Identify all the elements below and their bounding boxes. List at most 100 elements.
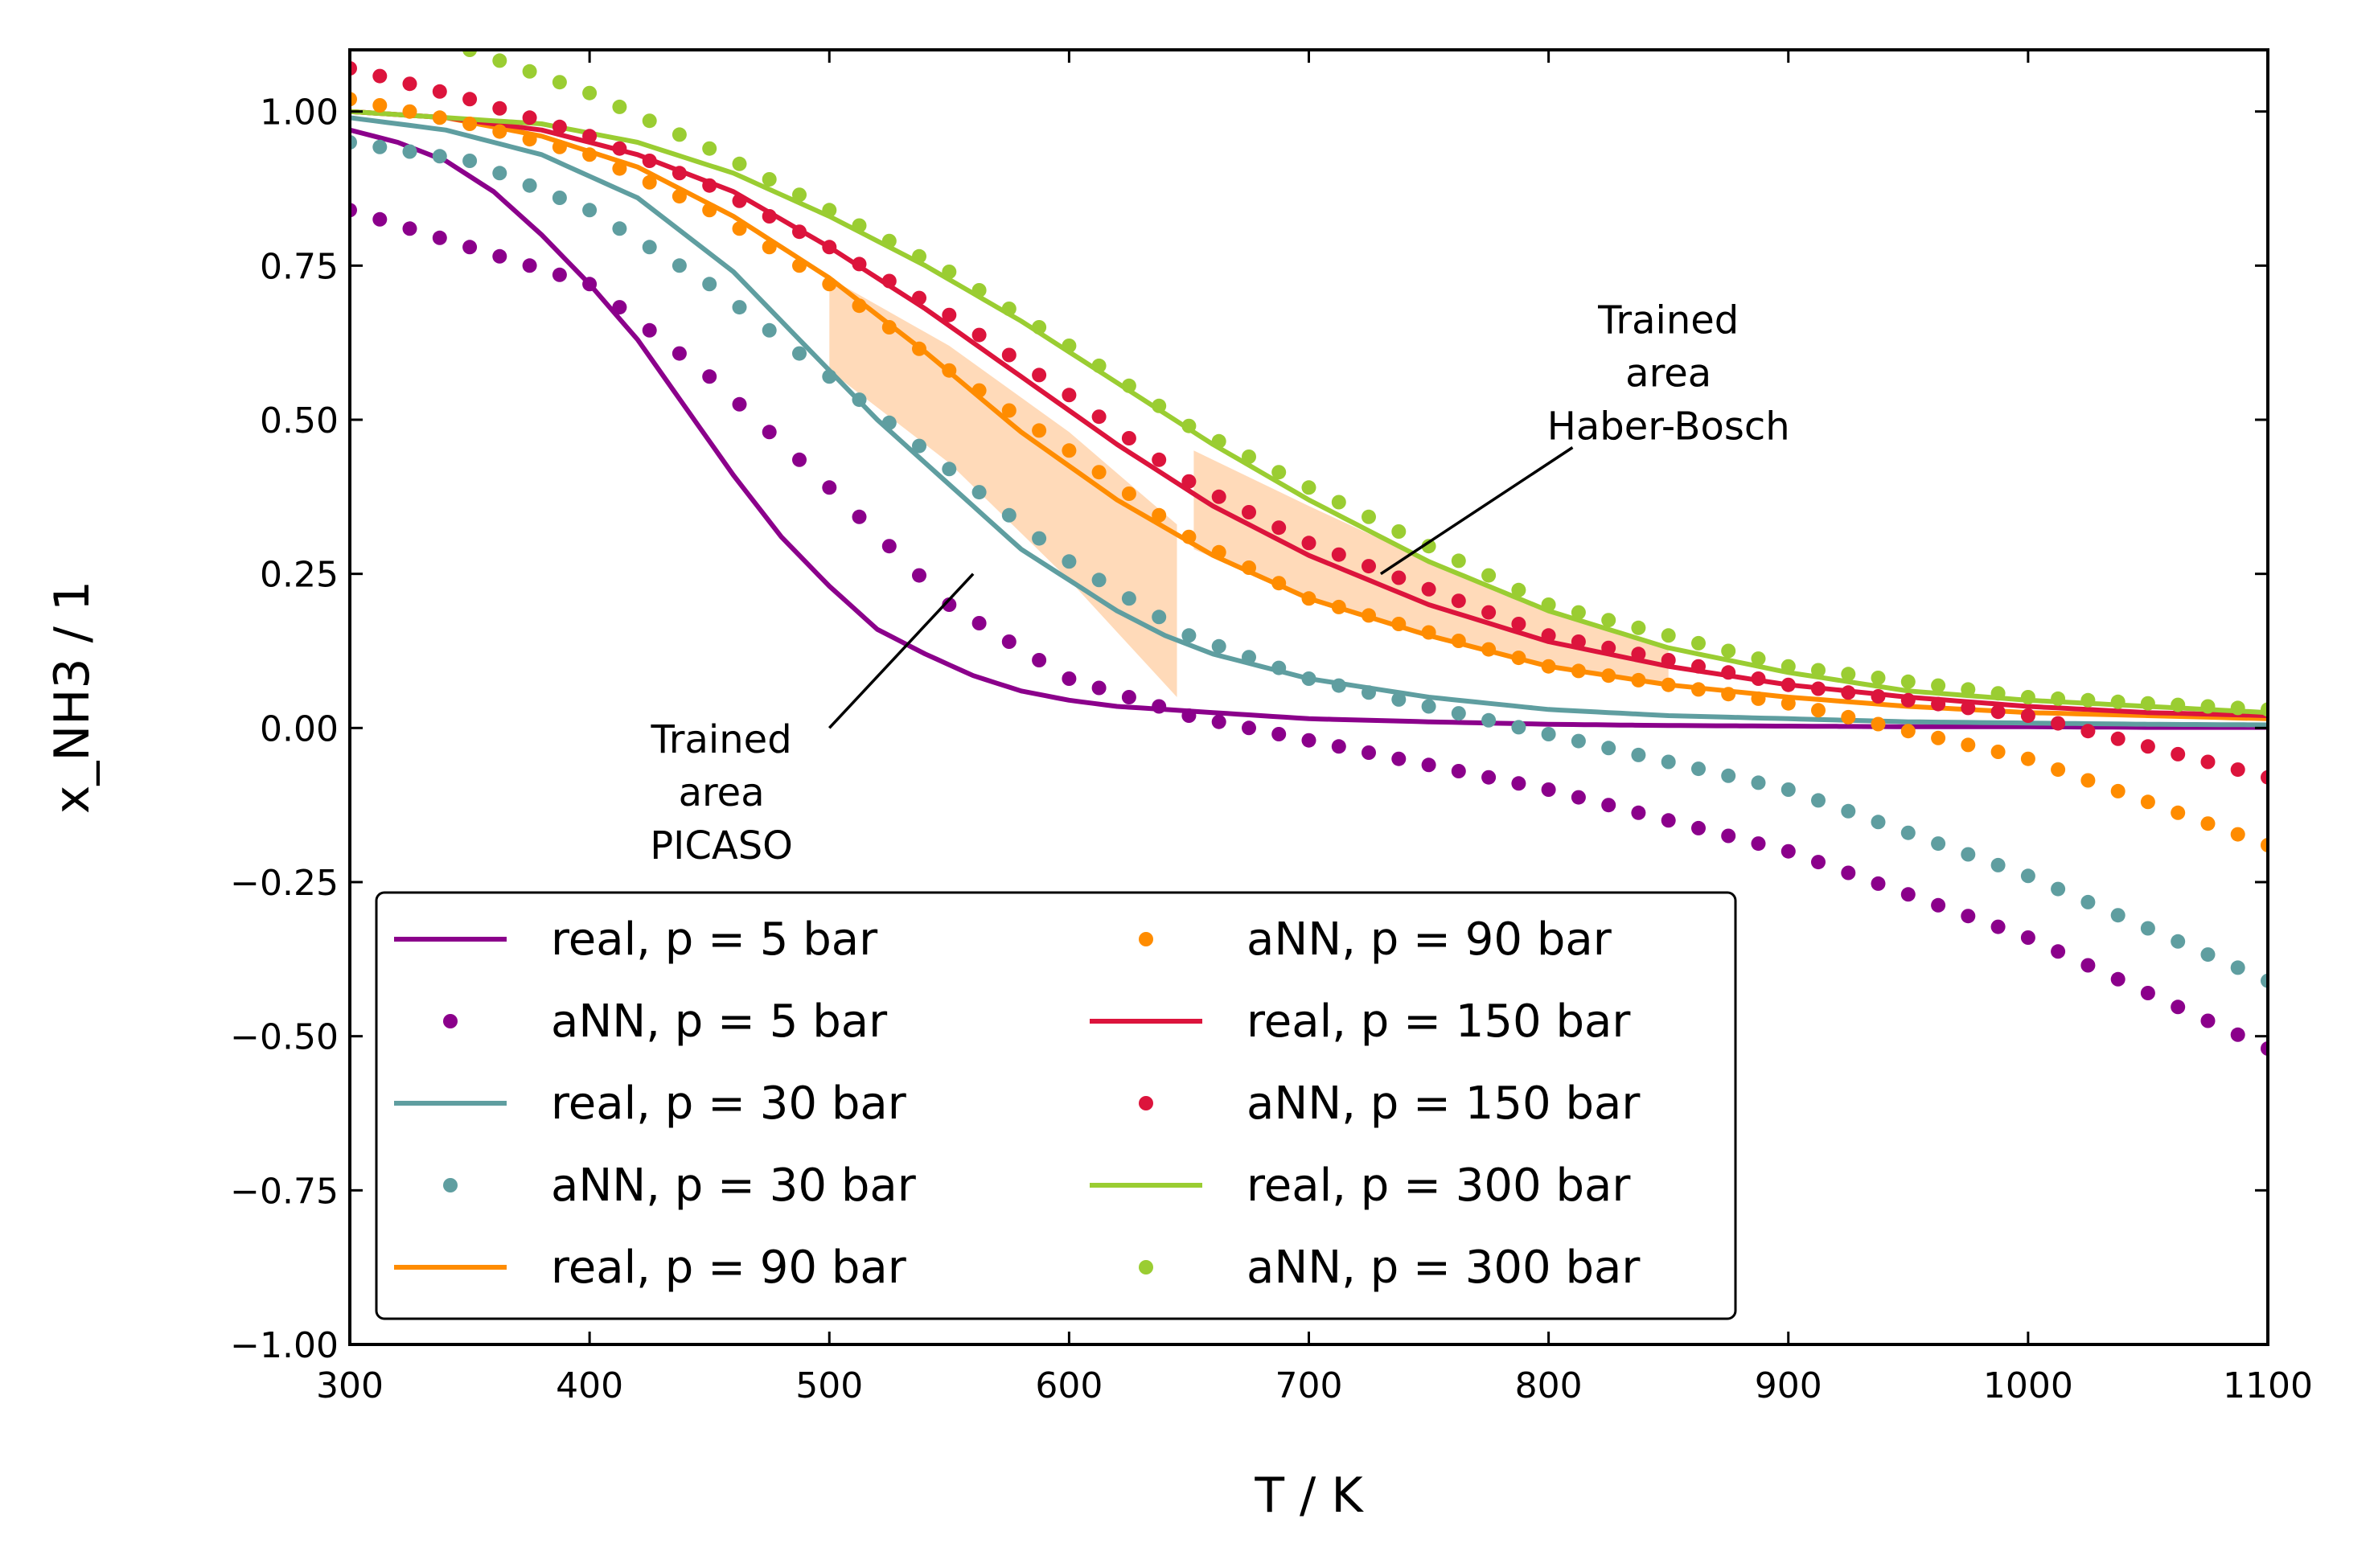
legend-label: real, p = 300 bar (1247, 1160, 1631, 1212)
ann-point-4 (1091, 358, 1107, 373)
ann-point-0 (732, 396, 747, 412)
ann-point-2 (1601, 668, 1616, 683)
ann-point-3 (1751, 671, 1766, 686)
ann-point-0 (1121, 690, 1136, 704)
ann-point-1 (2080, 894, 2096, 909)
ann-point-3 (350, 61, 357, 76)
ann-point-4 (2140, 696, 2155, 711)
annotation-text-0-0: Trained (1597, 298, 1739, 343)
ann-point-3 (2080, 724, 2096, 739)
ann-point-3 (1391, 570, 1407, 585)
ann-point-3 (1091, 409, 1107, 425)
ann-point-4 (1121, 378, 1136, 393)
ann-point-3 (1931, 696, 1946, 712)
ann-point-3 (912, 290, 926, 306)
ann-point-0 (942, 597, 957, 612)
ann-point-2 (971, 383, 987, 398)
ann-point-0 (1871, 876, 1886, 891)
ann-point-3 (582, 129, 598, 144)
ann-point-1 (612, 221, 627, 236)
legend-label: real, p = 30 bar (551, 1077, 907, 1130)
ann-point-1 (462, 154, 478, 168)
ann-point-1 (432, 149, 447, 164)
ann-point-0 (1990, 919, 2006, 934)
ann-point-3 (1571, 634, 1586, 649)
ann-point-2 (702, 203, 717, 218)
ann-point-3 (1990, 704, 2006, 720)
ann-point-1 (1631, 747, 1646, 762)
ann-point-2 (942, 363, 957, 378)
ann-point-3 (2171, 746, 2186, 761)
ann-point-0 (1181, 708, 1197, 723)
ann-point-1 (1601, 741, 1616, 756)
ann-point-1 (942, 462, 957, 477)
ann-point-3 (1211, 489, 1226, 504)
ann-point-0 (1451, 764, 1466, 778)
ann-point-1 (1331, 678, 1346, 693)
ann-point-3 (1631, 646, 1646, 662)
ann-point-0 (1391, 751, 1407, 766)
ann-point-2 (582, 147, 598, 162)
ann-point-2 (402, 104, 417, 119)
ann-point-2 (822, 277, 837, 292)
ann-point-1 (792, 346, 807, 361)
ann-point-3 (1331, 547, 1346, 562)
ann-point-4 (852, 218, 867, 233)
ann-point-2 (1001, 403, 1017, 418)
ann-point-1 (1091, 573, 1107, 588)
annotation-arrow-0 (1379, 446, 1574, 576)
ann-point-4 (912, 248, 926, 264)
ann-point-4 (2200, 699, 2216, 714)
ann-point-2 (462, 117, 478, 131)
ann-point-0 (2140, 986, 2155, 1000)
ann-point-0 (1721, 828, 1736, 844)
ann-point-2 (1271, 576, 1287, 591)
ann-point-0 (971, 616, 987, 630)
ann-point-3 (1421, 581, 1436, 597)
ann-point-2 (792, 258, 807, 273)
ann-point-3 (2051, 716, 2066, 731)
x-tick-label: 700 (1275, 1365, 1343, 1406)
ann-point-4 (2261, 702, 2268, 717)
ann-point-4 (1841, 667, 1856, 682)
ann-point-0 (582, 277, 598, 292)
ann-point-2 (762, 240, 777, 255)
y-ticks: −1.00 −0.75 −0.50 −0.25 0.00 0.25 0.50 0.75 1.00 (230, 92, 2268, 1366)
ann-point-4 (1271, 465, 1287, 480)
ann-point-2 (912, 341, 926, 356)
ann-point-4 (2020, 690, 2035, 704)
ann-point-2 (1301, 591, 1316, 606)
ann-point-2 (1331, 599, 1346, 614)
ann-point-2 (1721, 687, 1736, 702)
ann-point-2 (2020, 751, 2035, 766)
y-tick-label: −1.00 (230, 1325, 339, 1366)
ann-point-2 (1121, 486, 1136, 501)
ann-point-0 (1751, 836, 1766, 852)
ann-point-2 (1152, 507, 1167, 523)
ann-point-2 (2140, 794, 2155, 810)
ann-point-2 (642, 174, 657, 190)
ann-point-0 (1571, 790, 1586, 805)
ann-point-3 (612, 141, 627, 156)
ann-point-2 (2051, 762, 2066, 778)
y-tick-label: 1.00 (260, 92, 339, 133)
ann-point-4 (942, 265, 957, 279)
legend-dot-swatch (443, 1014, 458, 1028)
ann-point-0 (881, 539, 897, 554)
ann-point-0 (1152, 699, 1167, 714)
ann-point-4 (2051, 691, 2066, 706)
x-tick-label: 900 (1755, 1365, 1822, 1406)
ann-point-0 (1601, 798, 1616, 813)
ann-point-4 (1301, 480, 1316, 495)
ann-point-1 (1871, 815, 1886, 830)
annotations: Trained area Haber-Bosch Trained area PICASO (650, 298, 1789, 868)
ann-point-0 (1301, 733, 1316, 748)
ann-point-2 (1631, 672, 1646, 688)
legend-label: real, p = 150 bar (1247, 995, 1631, 1048)
ann-point-1 (2261, 973, 2268, 988)
legend-label: real, p = 90 bar (551, 1242, 907, 1294)
ann-point-1 (1661, 754, 1676, 770)
ann-point-3 (2140, 739, 2155, 754)
ann-point-0 (2171, 999, 2186, 1015)
ann-point-1 (1541, 727, 1556, 741)
